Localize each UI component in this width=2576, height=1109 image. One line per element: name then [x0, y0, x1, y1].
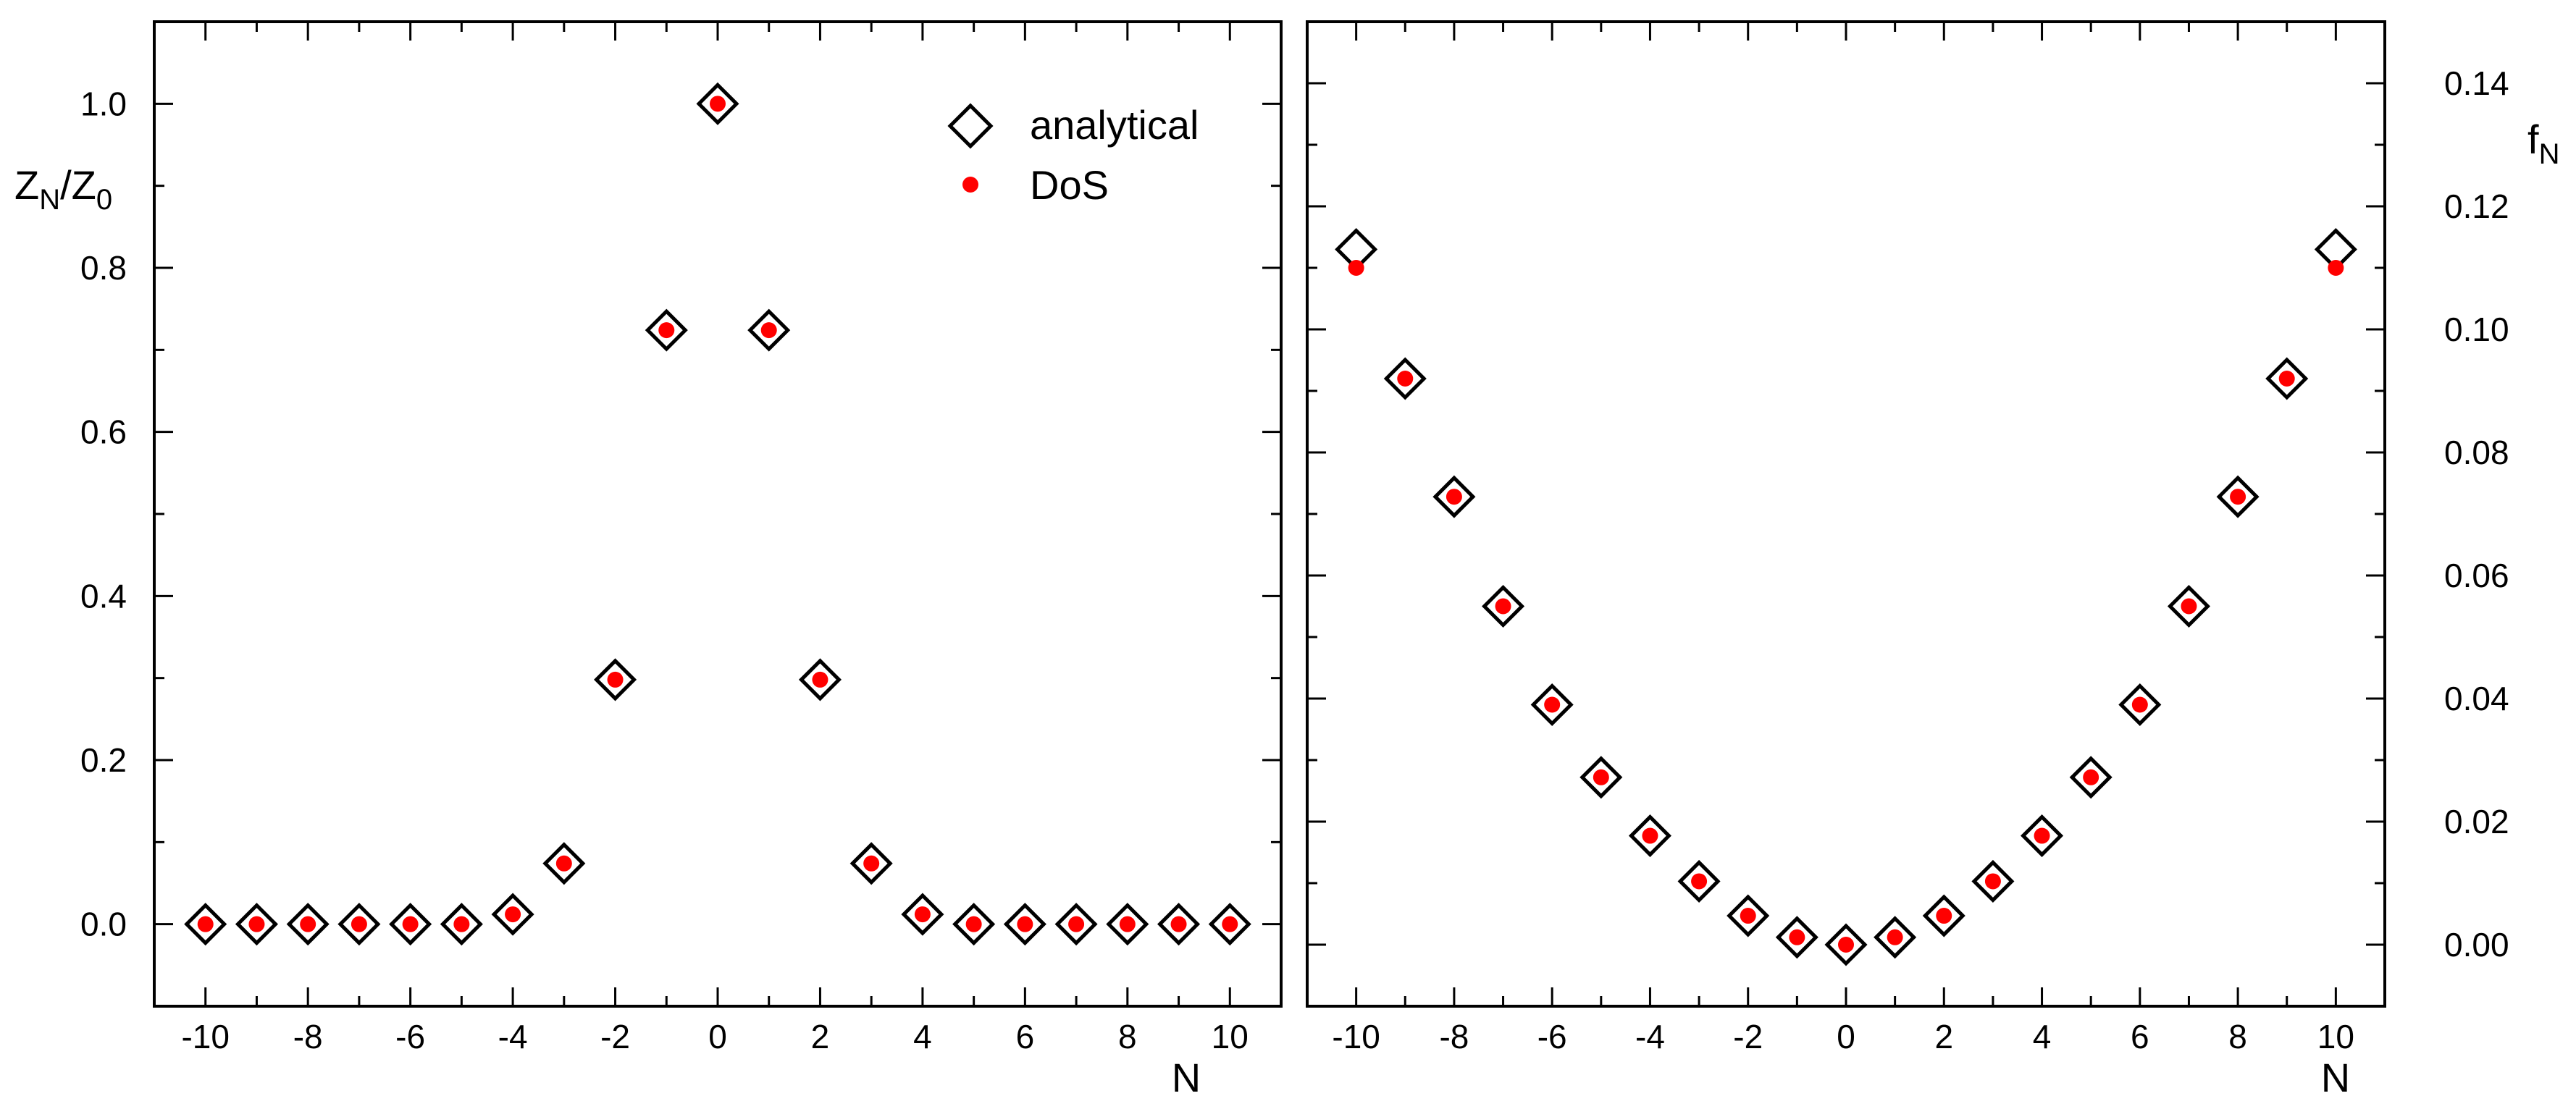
right-x-tick-label: 10 [2317, 1018, 2354, 1055]
left-dos-point [300, 916, 316, 932]
right-dos-point [1838, 937, 1854, 953]
right-x-tick-label: 0 [1837, 1018, 1855, 1055]
left-dos-point [607, 671, 624, 688]
right-x-tick-label: 2 [1934, 1018, 1953, 1055]
left-y-tick-label: 0.0 [80, 906, 127, 943]
right-dos-point [1544, 696, 1561, 713]
left-dos-point [1222, 916, 1238, 932]
left-x-tick-label: -4 [498, 1018, 528, 1055]
left-dos-point [965, 916, 982, 932]
left-dos-point [812, 671, 828, 688]
left-dos-point [710, 96, 726, 112]
legend-entry-dos: DoS [962, 162, 1109, 208]
left-y-tick-label: 0.6 [80, 413, 127, 451]
right-x-tick-label: -8 [1439, 1018, 1469, 1055]
right-dos-point [1397, 371, 1414, 387]
left-dos-point [760, 322, 777, 339]
left-x-tick-label: 0 [708, 1018, 727, 1055]
left-y-tick-label: 0.4 [80, 577, 127, 615]
left-y-tick-label: 1.0 [80, 85, 127, 122]
right-y-tick-label: 0.12 [2444, 187, 2509, 225]
left-x-tick-label: 6 [1016, 1018, 1035, 1055]
legend-label-dos: DoS [1030, 162, 1109, 208]
left-x-tick-label: 10 [1212, 1018, 1249, 1055]
right-dos-point [2181, 598, 2197, 615]
right-y-tick-label: 0.02 [2444, 803, 2509, 840]
right-dos-point [2034, 827, 2050, 844]
right-x-tick-label: -4 [1635, 1018, 1665, 1055]
legend: analytical DoS [947, 102, 1199, 208]
left-x-tick-label: -2 [600, 1018, 630, 1055]
left-dos-point [555, 855, 572, 872]
left-x-tick-label: -8 [293, 1018, 323, 1055]
right-dos-point [1789, 929, 1805, 945]
left-x-tick-label: -6 [395, 1018, 425, 1055]
right-y-tick-label: 0.00 [2444, 926, 2509, 963]
right-dos-point [1348, 260, 1364, 276]
left-y-axis-label: ZN/Z0 [14, 162, 112, 216]
left-y-tick-label: 0.8 [80, 249, 127, 287]
right-dos-point [1740, 908, 1756, 924]
right-plot-frame [1306, 20, 2386, 1008]
legend-marker-dos [962, 177, 978, 193]
right-dos-point [1691, 873, 1708, 890]
right-y-tick-label: 0.10 [2444, 311, 2509, 348]
left-dos-point [1170, 916, 1187, 932]
left-dos-point [453, 916, 470, 932]
left-dos-point [658, 322, 675, 339]
right-x-axis-label: N [2321, 1055, 2350, 1100]
right-dos-point [1936, 908, 1952, 924]
right-y-axis-label: fN [2527, 117, 2559, 170]
left-plot-frame [153, 20, 1283, 1008]
right-dos-point [2230, 489, 2246, 505]
left-dos-point [351, 916, 367, 932]
left-dos-point [248, 916, 265, 932]
left-y-tick-label: 0.2 [80, 741, 127, 779]
left-x-tick-label: 4 [913, 1018, 932, 1055]
left-dos-point [505, 906, 521, 923]
left-dos-point [914, 906, 931, 923]
right-x-tick-label: 6 [2131, 1018, 2149, 1055]
right-dos-point [1495, 598, 1511, 615]
right-dos-point [2131, 696, 2148, 713]
right-dos-point [1887, 929, 1903, 945]
left-x-tick-label: 2 [811, 1018, 830, 1055]
right-dos-point [2328, 260, 2344, 276]
right-dos-point [2083, 769, 2099, 785]
right-y-tick-label: 0.14 [2444, 64, 2509, 102]
right-dos-point [1593, 769, 1609, 785]
right-dos-point [1642, 827, 1658, 844]
left-x-tick-label: 8 [1118, 1018, 1137, 1055]
left-dos-point [1119, 916, 1136, 932]
right-x-tick-label: -2 [1733, 1018, 1763, 1055]
right-y-tick-label: 0.06 [2444, 557, 2509, 594]
right-y-tick-label: 0.08 [2444, 434, 2509, 471]
right-dos-point [1446, 489, 1462, 505]
left-dos-point [1017, 916, 1033, 932]
legend-label-analytical: analytical [1030, 102, 1199, 148]
panel-right-fn: -10 -8 -6 -4 -2 0 2 4 6 8 10 0.00 0.02 0.04 0.06 0.08 0.… [1306, 20, 2559, 1100]
left-dos-point [402, 916, 419, 932]
right-x-tick-label: -6 [1537, 1018, 1567, 1055]
legend-marker-analytical [947, 103, 994, 149]
right-dos-point [1984, 873, 2001, 890]
left-x-axis-label: N [1172, 1055, 1201, 1100]
left-dos-point [1068, 916, 1085, 932]
right-x-tick-label: -10 [1332, 1018, 1380, 1055]
left-x-tick-label: -10 [181, 1018, 229, 1055]
right-dos-point [2278, 371, 2295, 387]
right-x-tick-label: 4 [2033, 1018, 2052, 1055]
panel-left-zn-over-z0: -10 -8 -6 -4 -2 0 2 4 6 8 10 0.0 0.2 0.4 0.6 0.8 1.0 N Z… [14, 20, 1283, 1100]
left-dos-point [863, 855, 880, 872]
legend-entry-analytical: analytical [947, 102, 1199, 149]
right-y-tick-label: 0.04 [2444, 680, 2509, 717]
left-dos-point [197, 916, 214, 932]
right-x-tick-label: 8 [2228, 1018, 2247, 1055]
